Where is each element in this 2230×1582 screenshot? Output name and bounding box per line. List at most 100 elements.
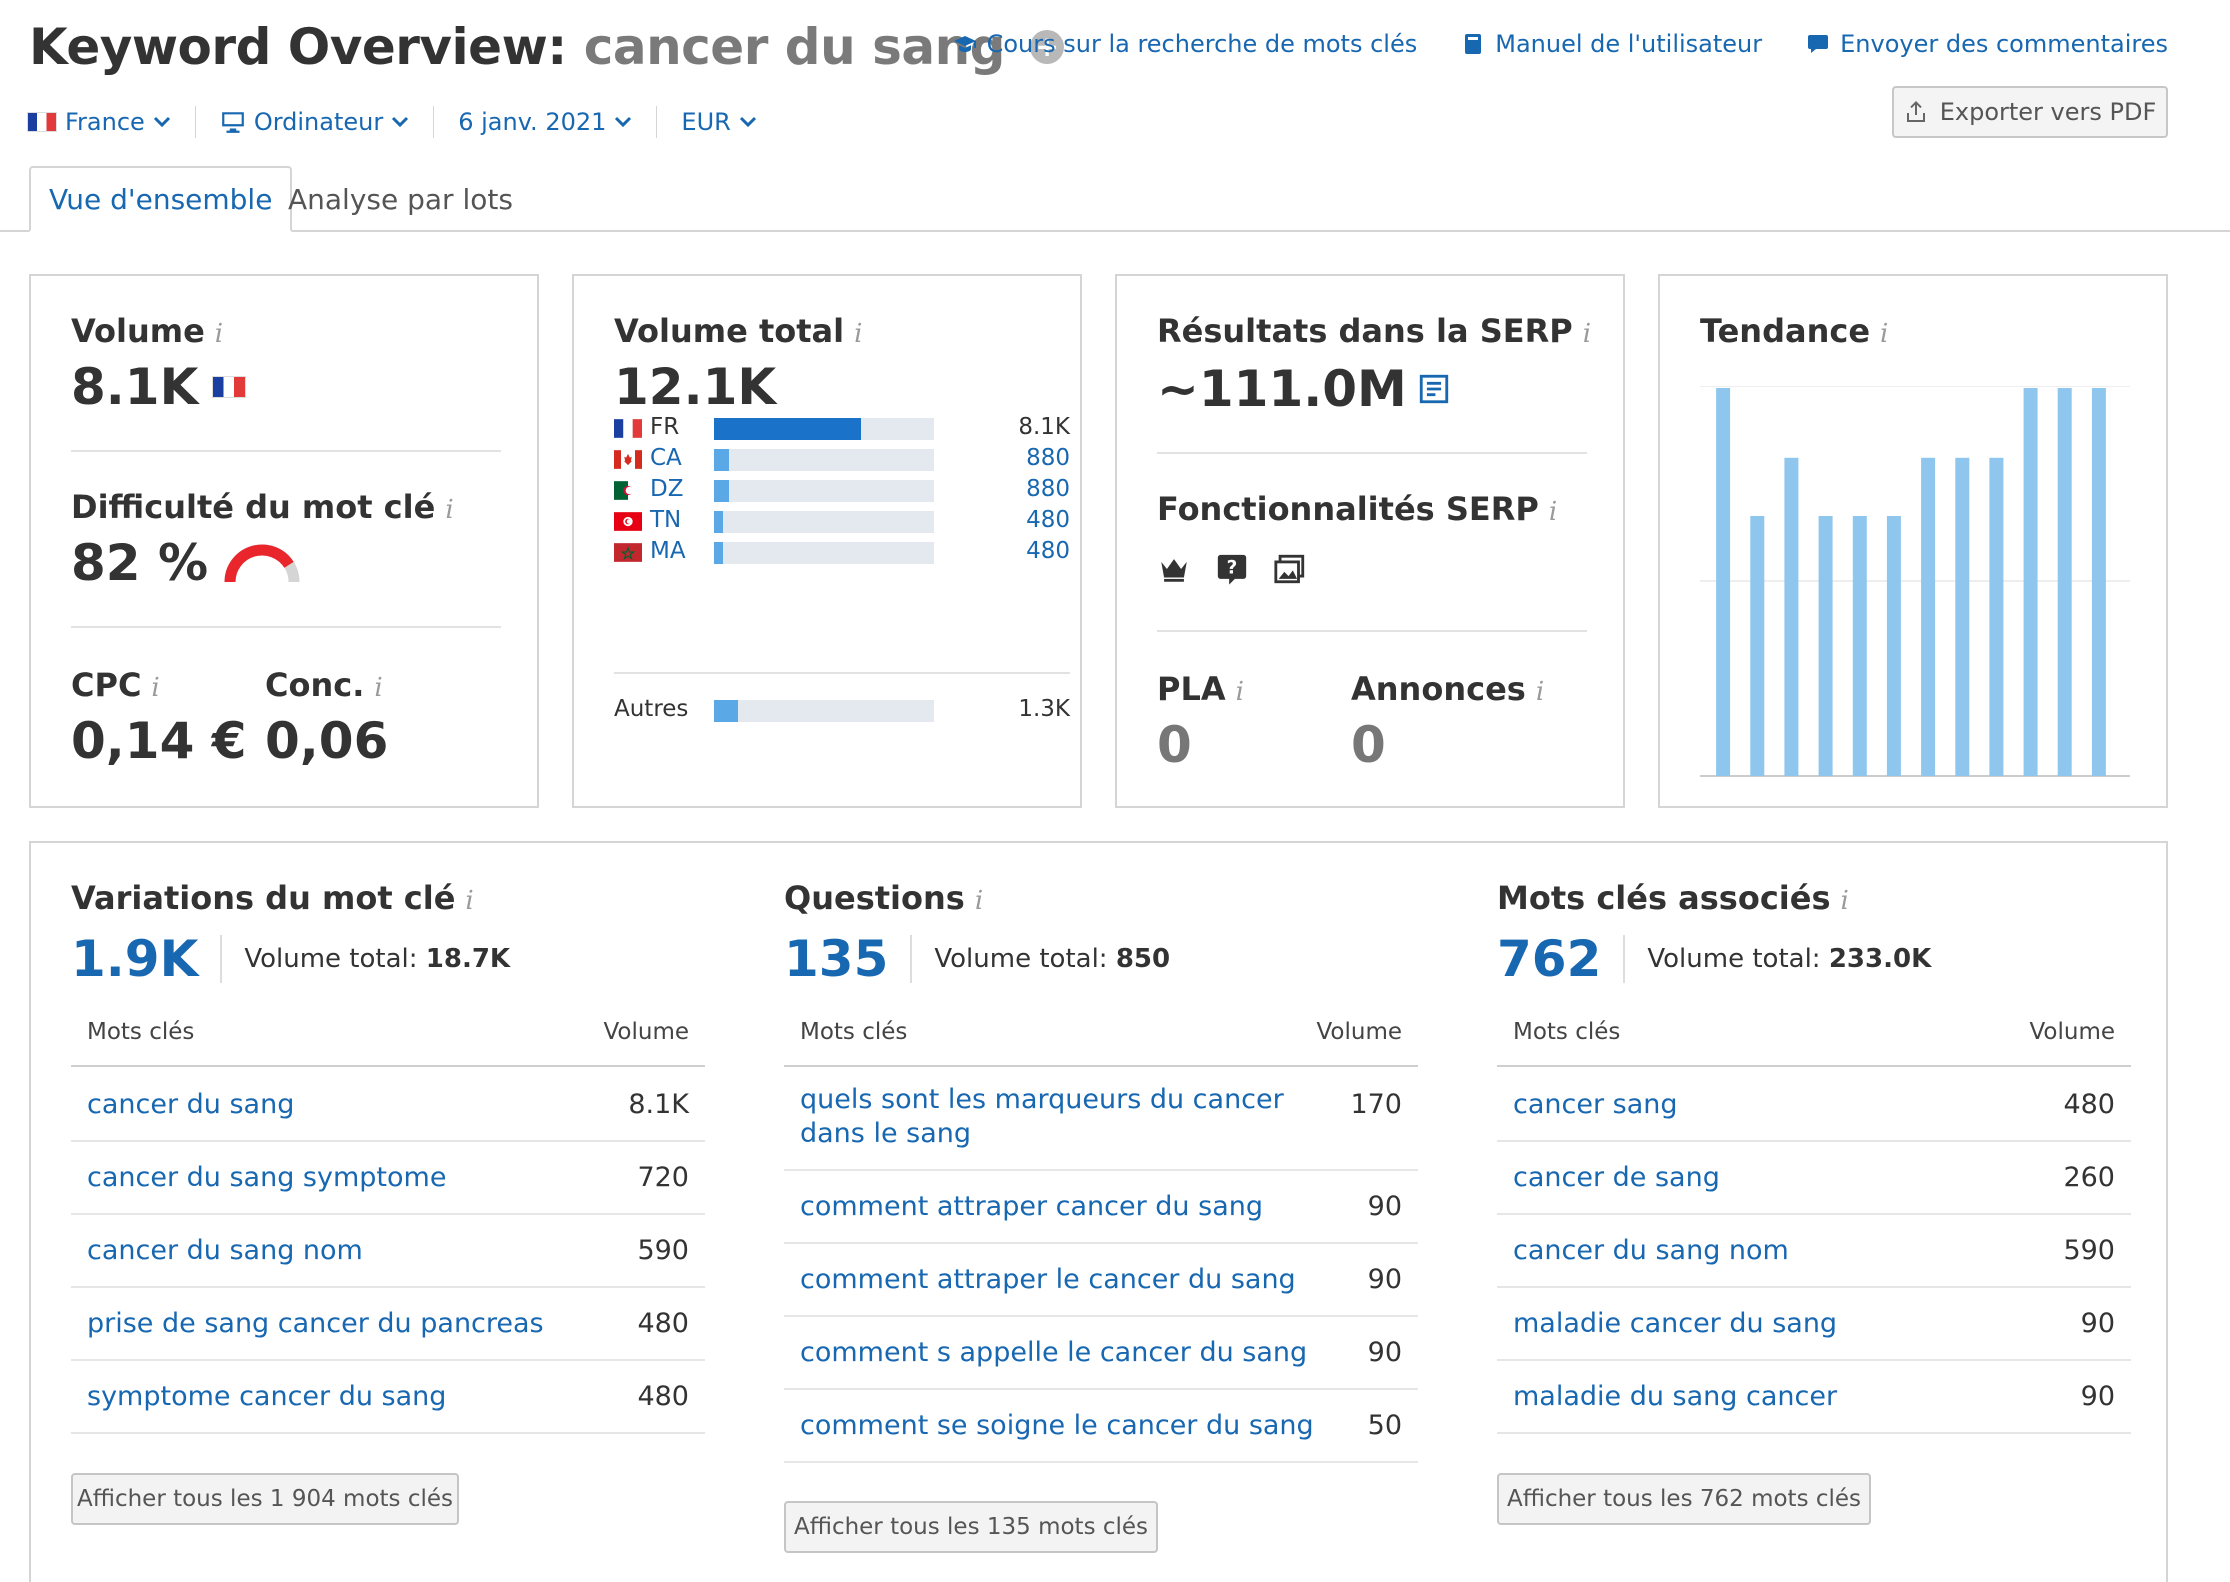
keyword-link[interactable]: cancer sang (1513, 1088, 1678, 1122)
keyword-link[interactable]: cancer du sang (87, 1088, 294, 1122)
info-icon[interactable]: i (1535, 677, 1545, 707)
link-keyword-course[interactable]: Cours sur la recherche de mots clés (953, 30, 1417, 58)
trend-bar[interactable] (1852, 516, 1867, 776)
info-icon[interactable]: i (445, 495, 454, 525)
divider (1157, 452, 1587, 454)
info-icon[interactable]: i (214, 319, 224, 349)
table-row: comment attraper cancer du sang 90 (784, 1171, 1418, 1244)
info-icon[interactable]: i (974, 886, 984, 916)
related-count[interactable]: 762 (1497, 934, 1626, 984)
keyword-link[interactable]: comment attraper le cancer du sang (800, 1263, 1296, 1297)
keyword-volume: 90 (2080, 1308, 2115, 1339)
ads-value: 0 (1351, 716, 1386, 774)
trend-bar[interactable] (1886, 516, 1901, 776)
country-dropdown[interactable]: France (27, 106, 196, 138)
country-code[interactable]: DZ (650, 476, 684, 502)
show-all-related-button[interactable]: Afficher tous les 762 mots clés (1497, 1473, 1871, 1525)
trend-label: Tendance (1700, 312, 1871, 350)
export-pdf-button[interactable]: Exporter vers PDF (1892, 86, 2168, 138)
country-code[interactable]: TN (650, 507, 682, 533)
variations-title: Variations du mot clé (71, 879, 456, 917)
link-label: Envoyer des commentaires (1840, 30, 2168, 58)
page-title: Keyword Overview: cancer du sang + (29, 18, 1064, 76)
keyword-link[interactable]: symptome cancer du sang (87, 1380, 446, 1414)
tab-overview[interactable]: Vue d'ensemble (29, 166, 293, 232)
device-dropdown[interactable]: Ordinateur (220, 106, 435, 138)
trend-bar[interactable] (2023, 388, 2038, 776)
info-icon[interactable]: i (465, 886, 474, 916)
variations-count[interactable]: 1.9K (71, 934, 223, 984)
country-value[interactable]: 880 (1026, 445, 1070, 471)
add-keyword-icon[interactable]: + (1029, 29, 1064, 64)
total-label: Volume total: (1647, 944, 1821, 974)
country-code[interactable]: MA (650, 538, 686, 564)
info-icon[interactable]: i (854, 319, 863, 349)
info-icon[interactable]: i (374, 673, 383, 703)
cpc-label: CPC (71, 666, 142, 704)
info-icon[interactable]: i (1548, 497, 1558, 527)
keyword-link[interactable]: comment attraper cancer du sang (800, 1190, 1263, 1224)
pla-value: 0 (1157, 716, 1192, 774)
link-send-feedback[interactable]: Envoyer des commentaires (1806, 30, 2168, 58)
country-code[interactable]: CA (650, 445, 682, 471)
info-icon[interactable]: i (1235, 677, 1244, 707)
keyword-link[interactable]: prise de sang cancer du pancreas (87, 1307, 544, 1341)
keyword-link[interactable]: cancer du sang nom (1513, 1234, 1789, 1268)
info-icon[interactable]: i (151, 673, 160, 703)
volume-card: Volume i 8.1K Difficulté du mot clé i 82 %… (29, 274, 539, 808)
country-value[interactable]: 480 (1026, 507, 1070, 533)
keyword-link[interactable]: maladie cancer du sang (1513, 1307, 1837, 1341)
info-icon[interactable]: i (1840, 886, 1849, 916)
trend-bar[interactable] (1989, 457, 2004, 776)
info-icon[interactable]: i (1582, 319, 1592, 349)
trend-bar[interactable] (1818, 516, 1833, 776)
pla-label: PLA (1157, 670, 1226, 708)
country-bar-fill (714, 418, 862, 440)
trend-bar[interactable] (1921, 457, 1936, 776)
keyword-link[interactable]: comment se soigne le cancer du sang (800, 1409, 1314, 1443)
keyword-text: comment s appelle le cancer du sang (800, 1337, 1308, 1368)
link-user-manual[interactable]: Manuel de l'utilisateur (1461, 30, 1762, 58)
trend-bar[interactable] (1955, 457, 1970, 776)
trend-bar[interactable] (2057, 388, 2072, 776)
question-icon[interactable]: ? (1215, 552, 1249, 586)
trend-bar[interactable] (1716, 388, 1731, 776)
serp-document-icon[interactable] (1417, 372, 1451, 406)
country-value[interactable]: 480 (1026, 538, 1070, 564)
variations-heading: Variations du mot clé i (71, 879, 474, 917)
keyword-link[interactable]: maladie du sang cancer (1513, 1380, 1837, 1414)
keyword-volume: 590 (2063, 1235, 2115, 1266)
related-heading: Mots clés associés i (1497, 879, 1849, 917)
table-header: Mots clés Volume (71, 995, 705, 1067)
keyword-volume: 480 (2063, 1089, 2115, 1120)
volume-label: Volume (71, 312, 205, 350)
keyword-text: comment attraper cancer du sang (800, 1191, 1263, 1222)
total-volume-value: 12.1K (614, 358, 777, 416)
keyword-text: cancer du sang (87, 1089, 295, 1120)
date-dropdown[interactable]: 6 janv. 2021 (458, 106, 658, 138)
trend-bar[interactable] (1750, 516, 1765, 776)
total-label: Volume total: (934, 944, 1108, 974)
difficulty-heading: Difficulté du mot clé i (71, 488, 454, 526)
currency-dropdown[interactable]: EUR (681, 106, 780, 138)
keyword-link[interactable]: cancer du sang symptome (87, 1161, 446, 1195)
keyword-link[interactable]: cancer de sang (1513, 1161, 1720, 1195)
show-all-questions-button[interactable]: Afficher tous les 135 mots clés (784, 1501, 1158, 1553)
country-value[interactable]: 880 (1026, 476, 1070, 502)
info-icon[interactable]: i (1880, 319, 1889, 349)
trend-bar[interactable] (1784, 457, 1799, 776)
tab-bulk-analysis[interactable]: Analyse par lots (288, 182, 513, 216)
svg-text:?: ? (1227, 557, 1238, 578)
col-volume: Volume (1316, 1019, 1402, 1045)
keyword-link[interactable]: quels sont les marqueurs du cancer dans l… (800, 1083, 1284, 1151)
show-all-variations-button[interactable]: Afficher tous les 1 904 mots clés (71, 1473, 459, 1525)
country-value: France (65, 108, 145, 136)
divider (1157, 630, 1587, 632)
keyword-link[interactable]: comment s appelle le cancer du sang (800, 1336, 1307, 1370)
keyword-link[interactable]: cancer du sang nom (87, 1234, 363, 1268)
image-icon[interactable] (1273, 552, 1307, 586)
trend-bar[interactable] (2091, 388, 2106, 776)
crown-icon[interactable] (1157, 552, 1191, 586)
questions-count[interactable]: 135 (784, 934, 913, 984)
flag-fr-icon (614, 418, 642, 438)
